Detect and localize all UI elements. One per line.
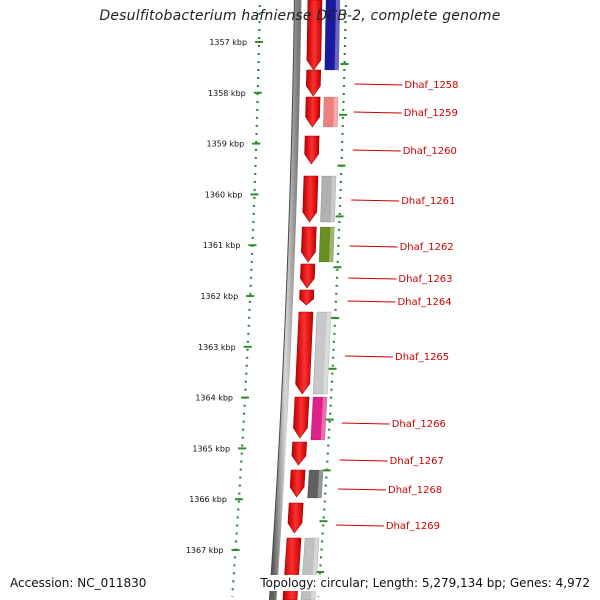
gene-label-leader — [338, 489, 386, 490]
gene-label[interactable]: Dhaf_1266 — [392, 419, 446, 430]
gene-arrow[interactable] — [288, 503, 303, 533]
gene-label[interactable]: Dhaf_1261 — [401, 196, 455, 207]
gene-label[interactable]: Dhaf_1265 — [395, 352, 449, 363]
gene-label-leader — [345, 356, 393, 357]
gene-label-leader — [340, 460, 388, 461]
gene-label-leader — [354, 112, 402, 113]
gene-label[interactable]: Dhaf_1263 — [398, 274, 452, 285]
scale-tick-label: 1358 kbp — [208, 89, 246, 98]
gene-label-leader — [342, 423, 390, 424]
scale-tick-label: 1362 kbp — [200, 292, 238, 301]
gene-label[interactable]: Dhaf_1260 — [403, 146, 457, 157]
scale-tick-label: 1365 kbp — [192, 444, 230, 453]
scale-tick-label: 1364 kbp — [195, 394, 233, 403]
gene-label[interactable]: Dhaf_1264 — [397, 297, 451, 308]
gene-arrow[interactable] — [303, 176, 318, 222]
gene-arrow[interactable] — [306, 97, 320, 127]
accession-text: Accession: NC_011830 — [8, 575, 148, 591]
gene-label[interactable]: Dhaf_1259 — [404, 108, 458, 119]
gene-label-leader — [350, 246, 398, 247]
gene-arrow[interactable] — [306, 70, 320, 96]
scale-tick-label: 1360 kbp — [205, 190, 243, 199]
gene-label-leader — [351, 200, 399, 201]
gene-arrow[interactable] — [292, 442, 307, 465]
gene-arrow[interactable] — [300, 290, 314, 305]
gene-label-leader — [336, 525, 384, 526]
gene-label-leader — [347, 301, 395, 302]
genome-map-canvas: 1357 kbp 1358 kbp 1359 kbp 1360 kbp 1361 kbp… — [0, 0, 600, 600]
scale-tick-label: 1367 kbp — [186, 546, 224, 555]
gene-arrow[interactable] — [305, 136, 320, 164]
gene-label[interactable]: Dhaf_1267 — [390, 456, 444, 467]
gene-category-highlight — [333, 97, 338, 127]
gene-arrow[interactable] — [300, 264, 315, 288]
gene-label[interactable]: Dhaf_1262 — [400, 242, 454, 253]
gene-label[interactable]: Dhaf_1268 — [388, 485, 442, 496]
gene-arrow[interactable] — [293, 397, 309, 438]
gene-label-leader — [353, 150, 401, 151]
topology-text: Topology: circular; Length: 5,279,134 bp… — [258, 575, 592, 591]
scale-tick-label: 1363 kbp — [198, 343, 236, 352]
gene-label[interactable]: Dhaf_1258 — [404, 80, 458, 91]
gene-arrow[interactable] — [290, 470, 305, 497]
track-dotted-line — [318, 5, 346, 597]
scale-tick-label: 1361 kbp — [203, 241, 241, 250]
gene-label-leader — [354, 84, 402, 85]
gene-arrow[interactable] — [301, 227, 316, 262]
genome-map: 1357 kbp 1358 kbp 1359 kbp 1360 kbp 1361 kbp… — [0, 0, 600, 600]
gene-label[interactable]: Dhaf_1269 — [386, 521, 440, 532]
scale-tick-label: 1366 kbp — [189, 495, 227, 504]
gene-arrow[interactable] — [296, 312, 313, 394]
scale-tick-label: 1359 kbp — [206, 140, 244, 149]
gene-label-leader — [348, 278, 396, 279]
genome-title: Desulfitobacterium hafniense DCB-2, comp… — [0, 8, 600, 24]
scale-tick-label: 1357 kbp — [209, 38, 247, 47]
